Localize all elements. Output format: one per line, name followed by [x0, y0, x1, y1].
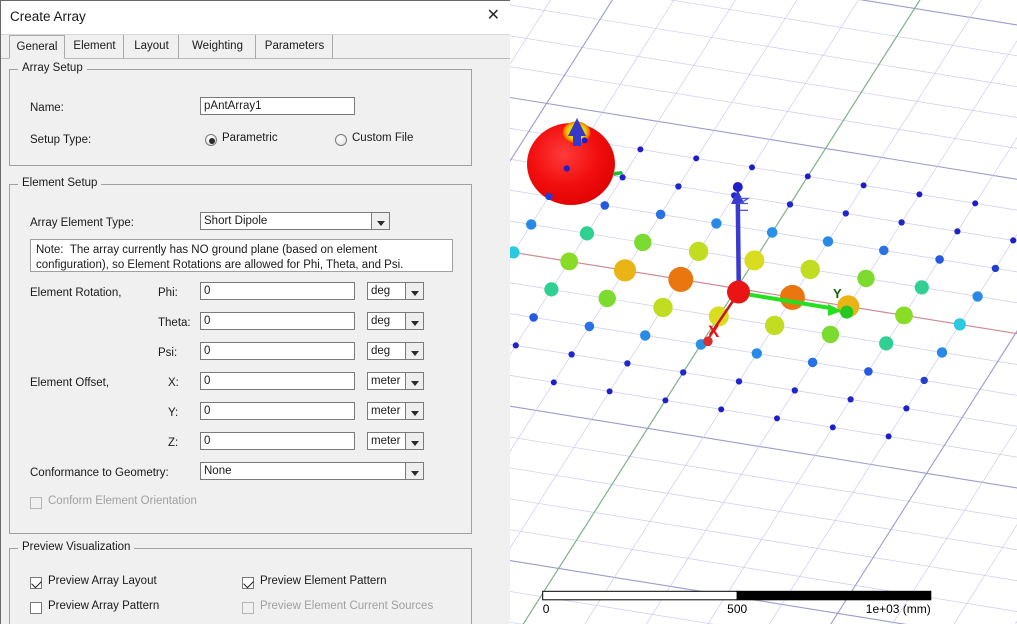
svg-text:500: 500: [727, 602, 747, 616]
svg-text:X: X: [708, 322, 720, 341]
svg-text:0: 0: [543, 602, 550, 616]
svg-text:1e+03 (mm): 1e+03 (mm): [866, 602, 931, 616]
svg-text:Y: Y: [833, 286, 842, 301]
